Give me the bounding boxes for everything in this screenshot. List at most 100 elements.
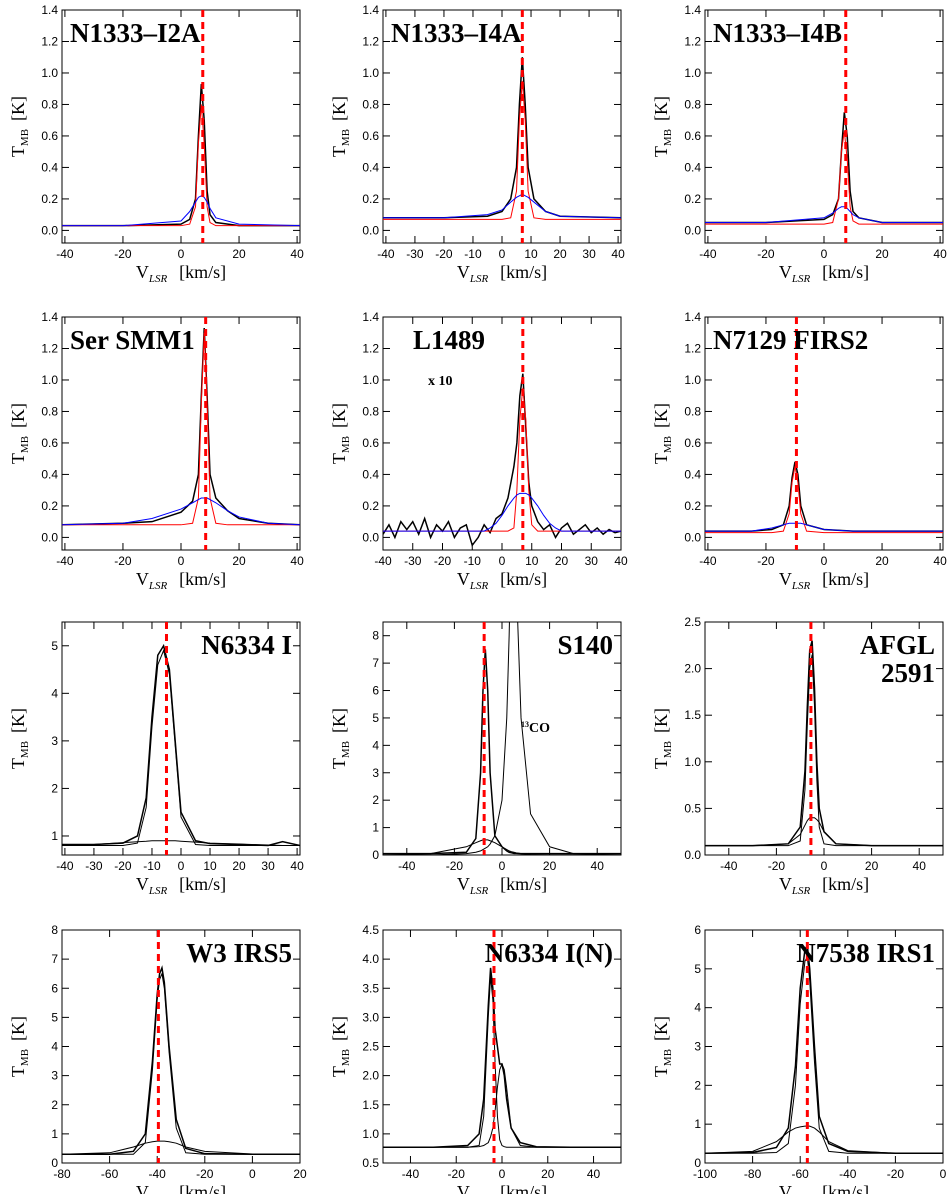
panel: -40 -20 0 20 40 0.5 1.0 1.5 2.0 2.5 3.0 3.5 4.0 4.5 N6… [329, 923, 622, 1194]
x-tick-label: -40 [149, 1167, 167, 1181]
y-tick-label: 0.6 [362, 436, 379, 450]
x-tick-label: 0 [178, 247, 185, 261]
panel-title: AFGL [860, 630, 935, 660]
x-tick-label: -40 [720, 859, 738, 873]
y-tick-label: 0.4 [362, 467, 379, 481]
y-tick-label: 1 [372, 821, 379, 835]
spectrum-line [62, 327, 300, 526]
y-tick-label: 6 [51, 981, 58, 995]
y-tick-label: 1.5 [362, 1098, 379, 1112]
x-tick-label: 40 [290, 247, 304, 261]
x-axis-label: VLSR [km/s] [779, 262, 869, 285]
x-tick-label: -40 [839, 1167, 857, 1181]
y-tick-label: 1.2 [684, 341, 701, 355]
spectrum-line [705, 654, 943, 847]
x-label-main: V [779, 874, 792, 894]
x-axis-label: VLSR [km/s] [136, 262, 226, 285]
y-axis-label: TMB [K] [651, 1016, 674, 1077]
panel-title: N1333–I4A [391, 18, 522, 48]
x-tick-label: -20 [446, 859, 464, 873]
y-tick-label: 5 [372, 711, 379, 725]
y-tick-label: 0.6 [41, 129, 58, 143]
x-tick-label: -40 [699, 247, 717, 261]
x-label-unit: [km/s] [500, 874, 547, 894]
y-label-sub: MB [340, 741, 352, 758]
x-label-unit: [km/s] [179, 569, 226, 589]
y-label-sub: MB [662, 436, 674, 453]
x-tick-label: 0 [821, 859, 828, 873]
y-label-sub: MB [340, 436, 352, 453]
x-tick-label: 40 [290, 859, 304, 873]
y-label-sub: MB [340, 129, 352, 146]
y-tick-label: 0.2 [684, 499, 701, 513]
x-tick-label: -60 [792, 1167, 810, 1181]
y-label-unit: [K] [651, 708, 671, 733]
y-tick-label: 3 [51, 734, 58, 748]
y-tick-label: 0.4 [41, 160, 58, 174]
x-axis-label: VLSR [km/s] [779, 874, 869, 897]
y-tick-label: 1 [51, 1127, 58, 1141]
y-tick-label: 0.6 [41, 436, 58, 450]
y-tick-label: 0.4 [362, 160, 379, 174]
y-tick-label: 1.0 [41, 66, 58, 80]
y-label-unit: [K] [8, 1016, 28, 1041]
y-tick-label: 1.0 [362, 66, 379, 80]
y-tick-label: 1 [694, 1117, 701, 1131]
panel-title: L1489 [413, 325, 485, 355]
y-label-sub: MB [19, 1049, 31, 1066]
y-axis-label: TMB [K] [651, 708, 674, 769]
panel: -40 -20 0 20 40 0.0 0.2 0.4 0.6 0.8 1.0 1.2 1.4 N1333… [8, 3, 304, 285]
spectrum-line [705, 955, 943, 1154]
x-tick-label: 40 [933, 247, 947, 261]
x-tick-label: -60 [101, 1167, 119, 1181]
y-tick-label: 1.5 [684, 708, 701, 722]
y-tick-label: 1.4 [362, 3, 379, 17]
y-label-main: T [329, 1066, 349, 1077]
y-label-unit: [K] [8, 708, 28, 733]
panel: -40 -30 -20 -10 0 10 20 30 40 1 2 3 4 5 N6334 I VLSR [km… [8, 621, 304, 897]
x-tick-label: 0 [499, 859, 506, 873]
annotation-text: x 10 [428, 374, 453, 389]
x-tick-label: -10 [464, 247, 482, 261]
y-label-unit: [K] [651, 1016, 671, 1041]
y-tick-label: 0.2 [684, 192, 701, 206]
x-label-unit: [km/s] [179, 262, 226, 282]
y-label-main: T [651, 1066, 671, 1077]
y-tick-label: 0.2 [362, 192, 379, 206]
x-tick-label: 10 [203, 859, 217, 873]
spectrum-line [705, 461, 943, 532]
y-label-main: T [329, 758, 349, 769]
x-tick-label: -20 [114, 554, 132, 568]
spectrum-line [62, 971, 300, 1155]
x-label-main: V [136, 1182, 149, 1194]
y-tick-label: 6 [694, 923, 701, 937]
spectrum-line [383, 80, 621, 220]
y-tick-label: 1.2 [41, 341, 58, 355]
y-tick-label: 1.0 [41, 373, 58, 387]
x-label-main: V [779, 262, 792, 282]
annotation-sup: 13 [521, 720, 529, 729]
y-axis-label: TMB [K] [651, 403, 674, 464]
y-label-sub: MB [662, 129, 674, 146]
x-axis-label: VLSR [km/s] [457, 874, 547, 897]
y-tick-label: 1.0 [684, 66, 701, 80]
panel: -100 -80 -60 -40 -20 0 0 1 2 3 4 5 6 N7538 IRS1 VLSR[k… [651, 923, 947, 1194]
spectrum-line [705, 522, 943, 532]
x-label-unit: [km/s] [500, 262, 547, 282]
y-tick-label: 1.0 [684, 755, 701, 769]
y-label-sub: MB [340, 1049, 352, 1066]
x-tick-label: 20 [541, 1167, 555, 1181]
x-tick-label: -20 [887, 1167, 905, 1181]
y-tick-label: 4 [372, 738, 379, 752]
x-label-sub: LSR [791, 273, 811, 285]
y-axis-label: TMB [K] [329, 708, 352, 769]
panel: -40 -30 -20 -10 0 10 20 30 40 0.0 0.2 0.4 0.6 0.8 1.0 1… [329, 310, 628, 592]
x-tick-label: 20 [553, 247, 567, 261]
x-label-unit: [km/s] [500, 569, 547, 589]
x-tick-label: -20 [196, 1167, 214, 1181]
spectrum-line [62, 1140, 300, 1155]
y-tick-label: 0 [694, 1156, 701, 1170]
y-label-unit: [K] [329, 708, 349, 733]
y-tick-label: 3 [51, 1069, 58, 1083]
